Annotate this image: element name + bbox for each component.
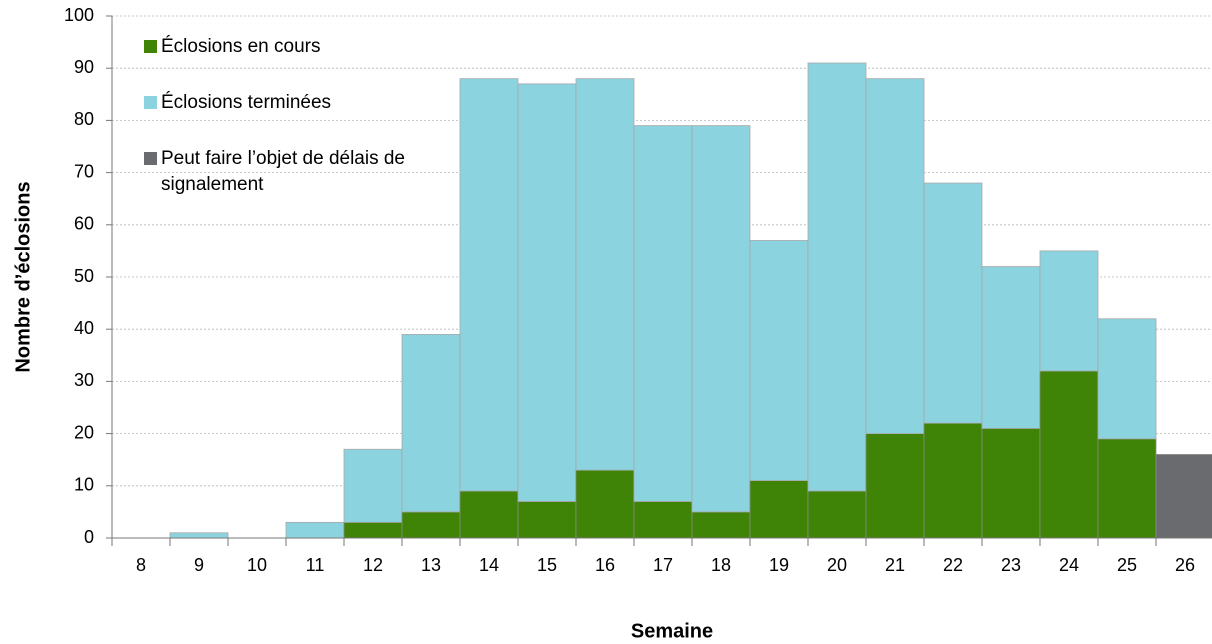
y-tick-label: 100 — [64, 5, 94, 25]
bar-segment — [749, 480, 809, 539]
bar-segment — [923, 422, 983, 539]
legend-swatch — [144, 152, 157, 165]
y-tick-label: 30 — [74, 370, 94, 390]
bar-segment — [633, 125, 693, 502]
bar-segment — [517, 83, 577, 502]
legend-item: Éclosions en cours — [144, 34, 484, 60]
bar-segment — [343, 448, 403, 523]
bar-segment — [1039, 250, 1099, 372]
bar-segment — [691, 511, 751, 539]
bar-segment — [923, 182, 983, 424]
x-tick-label: 14 — [479, 555, 499, 575]
bar-segment — [749, 240, 809, 481]
x-tick-label: 22 — [943, 555, 963, 575]
x-tick-label: 19 — [769, 555, 789, 575]
bar-segment — [343, 521, 403, 539]
x-axis-title: Semaine — [631, 620, 713, 642]
bar-segment — [691, 125, 751, 513]
y-tick-label: 0 — [84, 527, 94, 547]
legend-label: Peut faire l’objet de délais de signalem… — [161, 148, 405, 195]
x-tick-label: 16 — [595, 555, 615, 575]
bar-segment — [981, 266, 1041, 429]
y-tick-label: 10 — [74, 475, 94, 495]
legend-item: Peut faire l’objet de délais de signalem… — [144, 146, 484, 198]
y-tick-label: 50 — [74, 266, 94, 286]
x-tick-label: 10 — [247, 555, 267, 575]
bar-segment — [401, 334, 461, 513]
y-tick-label: 80 — [74, 109, 94, 129]
x-tick-label: 21 — [885, 555, 905, 575]
bar-segment — [459, 490, 519, 539]
legend-item: Éclosions terminées — [144, 90, 484, 116]
x-tick-label: 9 — [194, 555, 204, 575]
bar-segment — [807, 490, 867, 539]
x-tick-label: 8 — [136, 555, 146, 575]
x-tick-label: 15 — [537, 555, 557, 575]
x-tick-label: 11 — [306, 555, 325, 575]
bar-segment — [459, 78, 519, 492]
legend-swatch — [144, 40, 157, 53]
bar-segment — [575, 469, 635, 539]
bar-segment — [633, 501, 693, 539]
x-tick-label: 20 — [827, 555, 847, 575]
bar-segment — [981, 427, 1041, 539]
bar-segment — [865, 78, 925, 434]
x-tick-label: 26 — [1175, 555, 1195, 575]
bar-segment — [1097, 318, 1157, 440]
y-tick-label: 90 — [74, 57, 94, 77]
bar-segment — [807, 62, 867, 492]
bar-segment — [575, 78, 635, 471]
bar-segment — [401, 511, 461, 539]
bar-segment — [1097, 438, 1157, 539]
legend: Éclosions en cours Éclosions terminées Peu… — [144, 34, 484, 228]
y-tick-label: 40 — [74, 318, 94, 338]
bars — [169, 62, 1212, 539]
bar-segment — [865, 433, 925, 539]
legend-swatch — [144, 96, 157, 109]
x-tick-label: 13 — [421, 555, 441, 575]
bar-segment — [169, 532, 229, 539]
legend-label: Éclosions en cours — [161, 36, 321, 57]
legend-label: Éclosions terminées — [161, 92, 332, 113]
x-tick-label: 24 — [1059, 555, 1079, 575]
x-tick-label: 12 — [363, 555, 383, 575]
x-tick-label: 25 — [1117, 555, 1137, 575]
axes: 0 10 20 30 40 50 60 70 80 90 100 8 9 10 11 12 13 14 15 16 17… — [64, 5, 1212, 575]
bar-segment — [1039, 370, 1099, 539]
y-axis-title: Nombre d’éclosions — [12, 181, 34, 372]
y-tick-label: 60 — [74, 214, 94, 234]
bar-segment — [517, 501, 577, 539]
x-tick-label: 18 — [711, 555, 731, 575]
x-tick-label: 17 — [653, 555, 673, 575]
y-tick-label: 70 — [74, 161, 94, 181]
bar-segment — [1155, 454, 1212, 539]
bar-segment — [285, 521, 345, 539]
y-tick-label: 20 — [74, 422, 94, 442]
x-tick-label: 23 — [1001, 555, 1021, 575]
